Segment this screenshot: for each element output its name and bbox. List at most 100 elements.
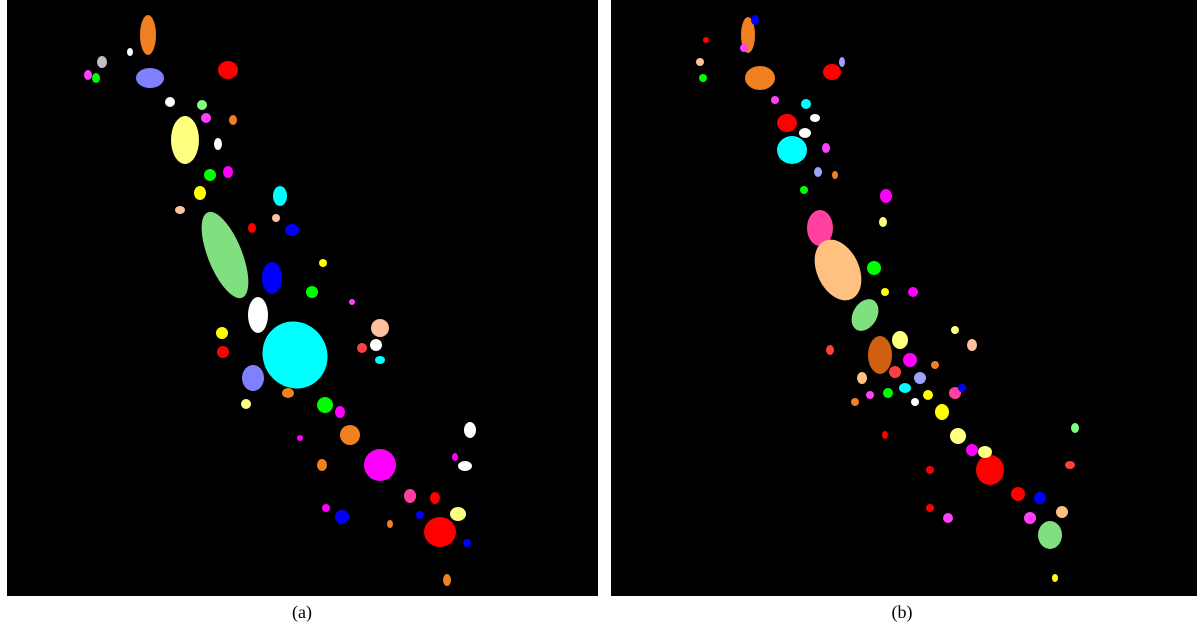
segment bbox=[335, 406, 345, 418]
panel-background bbox=[7, 0, 598, 596]
segment bbox=[217, 346, 229, 358]
segment bbox=[851, 398, 859, 406]
segment bbox=[416, 511, 424, 519]
segment bbox=[740, 44, 748, 52]
segment bbox=[777, 136, 807, 164]
segment bbox=[357, 343, 367, 353]
segment bbox=[866, 391, 874, 399]
segment bbox=[370, 339, 382, 351]
segment bbox=[282, 388, 294, 398]
segment bbox=[285, 224, 299, 236]
page: (a) bbox=[0, 0, 1201, 627]
segment bbox=[892, 331, 908, 349]
segment bbox=[822, 143, 830, 153]
segment bbox=[335, 510, 349, 524]
segment bbox=[978, 446, 992, 458]
segment bbox=[926, 504, 934, 512]
segment bbox=[371, 319, 389, 337]
segment bbox=[868, 336, 892, 374]
segment bbox=[899, 383, 911, 393]
segment bbox=[375, 356, 385, 364]
segment bbox=[923, 390, 933, 400]
segment bbox=[908, 287, 918, 297]
segment bbox=[751, 15, 759, 25]
segment bbox=[801, 99, 811, 109]
segment bbox=[1024, 512, 1036, 524]
segment bbox=[340, 425, 360, 445]
segment bbox=[832, 171, 838, 179]
segment bbox=[223, 166, 233, 178]
segment bbox=[464, 422, 476, 438]
segment bbox=[1071, 423, 1079, 433]
segment bbox=[880, 189, 892, 203]
segment bbox=[297, 435, 303, 441]
figure: (a) bbox=[0, 0, 1201, 627]
segment bbox=[92, 73, 100, 83]
panel-label: (b) bbox=[892, 602, 913, 623]
segment bbox=[914, 372, 926, 384]
segment bbox=[935, 404, 949, 420]
segment bbox=[450, 507, 466, 521]
segment bbox=[404, 489, 416, 503]
segment bbox=[696, 58, 704, 66]
segment bbox=[882, 431, 888, 439]
segment bbox=[699, 74, 707, 82]
segment bbox=[1065, 461, 1075, 469]
segment bbox=[262, 262, 282, 294]
segment bbox=[306, 286, 318, 298]
segment bbox=[84, 70, 92, 80]
segment bbox=[317, 459, 327, 471]
segment bbox=[97, 56, 107, 68]
segment bbox=[958, 384, 966, 392]
segment bbox=[452, 453, 458, 461]
segment bbox=[194, 186, 206, 200]
segment bbox=[140, 15, 156, 55]
segment bbox=[966, 444, 978, 456]
segment bbox=[771, 96, 779, 104]
segment bbox=[463, 539, 471, 547]
panel-label: (a) bbox=[292, 602, 312, 623]
segment bbox=[197, 100, 207, 110]
segment bbox=[242, 365, 264, 391]
segment bbox=[458, 461, 472, 471]
panel-background bbox=[611, 0, 1197, 596]
segment bbox=[201, 113, 211, 123]
segment bbox=[272, 214, 280, 222]
panel-a: (a) bbox=[7, 0, 598, 623]
segment bbox=[1056, 506, 1068, 518]
segment bbox=[248, 297, 268, 333]
segment bbox=[443, 574, 451, 586]
panel-b: (b) bbox=[611, 0, 1197, 623]
segment bbox=[1034, 492, 1046, 504]
segment bbox=[136, 68, 164, 88]
segment bbox=[857, 372, 867, 384]
segment bbox=[241, 399, 251, 409]
segment bbox=[879, 217, 887, 227]
segment bbox=[229, 115, 237, 125]
segment bbox=[1038, 521, 1062, 549]
segment bbox=[127, 48, 133, 56]
segment bbox=[349, 299, 355, 305]
segment bbox=[204, 169, 216, 181]
segment bbox=[430, 492, 440, 504]
segment bbox=[364, 449, 396, 481]
segment bbox=[218, 61, 238, 79]
segment bbox=[823, 64, 841, 80]
segment bbox=[911, 398, 919, 406]
segment bbox=[387, 520, 393, 528]
segment bbox=[967, 339, 977, 351]
segment bbox=[319, 259, 327, 267]
segment bbox=[931, 361, 939, 369]
segment bbox=[216, 327, 228, 339]
segment bbox=[943, 513, 953, 523]
segment bbox=[214, 138, 222, 150]
segment bbox=[889, 366, 901, 378]
segment bbox=[1011, 487, 1025, 501]
segment bbox=[799, 128, 811, 138]
segment bbox=[1052, 574, 1058, 582]
segment bbox=[839, 57, 845, 67]
segment bbox=[800, 186, 808, 194]
segment bbox=[175, 206, 185, 214]
segment bbox=[826, 345, 834, 355]
segment bbox=[317, 397, 333, 413]
